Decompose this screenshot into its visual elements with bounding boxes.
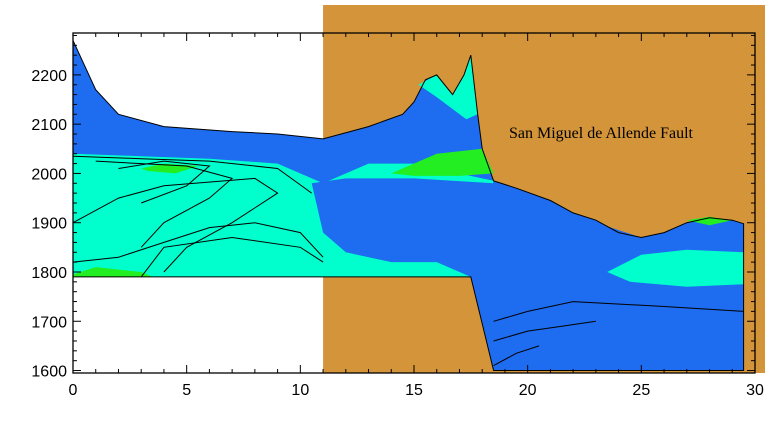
contour-line-6 bbox=[493, 301, 744, 322]
y-tick-label: 1700 bbox=[31, 314, 67, 331]
x-tick-label: 0 bbox=[69, 382, 78, 399]
axes-layer bbox=[72, 32, 756, 374]
y-tick-label: 2000 bbox=[31, 166, 67, 183]
x-tick-label: 30 bbox=[746, 382, 764, 399]
tick-label-layer: 0 5 10 15 20 25 30 1600 1700 1800 1900 2000 2100 2200 bbox=[31, 68, 764, 399]
dark-upper-fill bbox=[73, 129, 483, 154]
x-tick-label: 10 bbox=[291, 382, 309, 399]
x-tick-label: 5 bbox=[182, 382, 191, 399]
dark-lower-fill bbox=[311, 178, 744, 371]
contour-fill-layer bbox=[73, 40, 744, 371]
contour-line-7 bbox=[493, 320, 596, 342]
contour-line-8 bbox=[493, 345, 540, 367]
x-tick-label: 15 bbox=[405, 382, 423, 399]
contour-line-0 bbox=[72, 155, 312, 194]
contour-line-5 bbox=[140, 236, 324, 278]
x-tick-label: 25 bbox=[632, 382, 650, 399]
y-tick-label: 1800 bbox=[31, 265, 67, 282]
fault-annotation: San Miguel de Allende Fault bbox=[509, 125, 694, 142]
fault-block-top bbox=[323, 5, 765, 34]
y-tick-label: 2100 bbox=[31, 117, 67, 134]
contour-line-2 bbox=[118, 160, 211, 204]
y-tick-label: 1900 bbox=[31, 216, 67, 233]
light-patch-center bbox=[391, 148, 494, 176]
contour-line-layer bbox=[72, 40, 745, 371]
medium-upper-right-fill bbox=[418, 55, 478, 120]
section-outline bbox=[72, 40, 745, 371]
contour-line-4 bbox=[72, 222, 324, 263]
light-patch-bottom bbox=[73, 267, 153, 277]
medium-right-lens-fill bbox=[607, 249, 744, 287]
y-tick-label: 1600 bbox=[31, 364, 67, 381]
contour-line-1 bbox=[95, 160, 234, 248]
x-tick-label: 20 bbox=[519, 382, 537, 399]
y-tick-label: 2200 bbox=[31, 68, 67, 85]
